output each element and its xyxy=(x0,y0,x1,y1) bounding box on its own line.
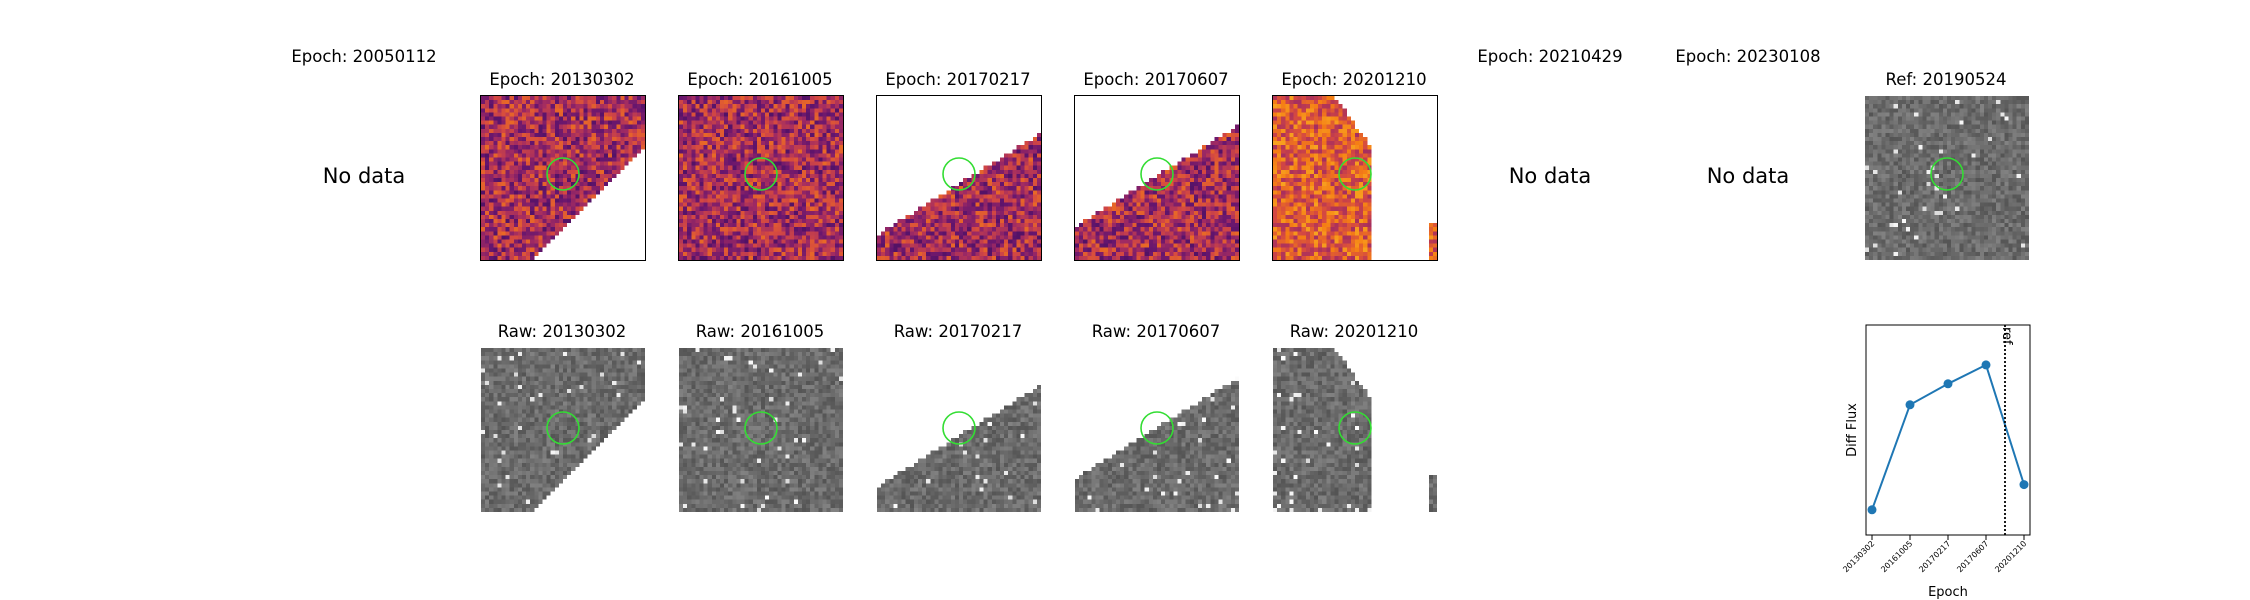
epoch-title-20161005: Epoch: 20161005 xyxy=(687,70,833,89)
target-circle-icon xyxy=(1338,157,1372,191)
epoch-title-20201210: Epoch: 20201210 xyxy=(1281,70,1427,89)
x-tick-label: 20130302 xyxy=(1841,539,1876,574)
epoch-title-20170607: Epoch: 20170607 xyxy=(1083,70,1229,89)
raw-image-pixels xyxy=(1075,348,1239,512)
diff-image-pixels xyxy=(679,96,843,260)
epoch-title-20210429: Epoch: 20210429 xyxy=(1477,47,1623,66)
x-axis-label: Epoch xyxy=(1928,585,1968,600)
diff-image-20161005 xyxy=(678,95,844,261)
diff-flux-lightcurve-chart: 20130302 20161005 20170217 20170607 20201210… xyxy=(1841,324,2031,600)
target-circle-icon xyxy=(1930,157,1964,191)
x-tick-label: 20170607 xyxy=(1955,539,1990,574)
raw-title-20161005: Raw: 20161005 xyxy=(695,322,825,341)
no-data-label-20050112: No data xyxy=(322,164,406,188)
diff-image-pixels xyxy=(877,96,1041,260)
raw-image-pixels xyxy=(1273,348,1437,512)
epoch-title-20130302: Epoch: 20130302 xyxy=(489,70,635,89)
raw-image-pixels xyxy=(679,348,843,512)
data-point xyxy=(1981,360,1991,370)
data-point xyxy=(1905,400,1915,410)
data-point xyxy=(1943,379,1953,389)
raw-title-20201210: Raw: 20201210 xyxy=(1289,322,1419,341)
raw-image-20170607 xyxy=(1075,348,1239,512)
target-circle-icon xyxy=(744,411,778,445)
no-data-label-20210429: No data xyxy=(1508,164,1592,188)
target-circle-icon xyxy=(1140,411,1174,445)
no-data-label-20230108: No data xyxy=(1706,164,1790,188)
x-tick-label: 20170217 xyxy=(1917,539,1952,574)
epoch-title-20230108: Epoch: 20230108 xyxy=(1675,47,1821,66)
diff-image-20170607 xyxy=(1074,95,1240,261)
raw-title-20170217: Raw: 20170217 xyxy=(893,322,1023,341)
raw-image-20130302 xyxy=(481,348,645,512)
diff-image-20170217 xyxy=(876,95,1042,261)
ref-line-label: ref xyxy=(1999,327,2014,345)
ref-title: Ref: 20190524 xyxy=(1885,70,2007,89)
x-tick-label: 20201210 xyxy=(1993,539,2028,574)
diff-image-20201210 xyxy=(1272,95,1438,261)
diff-image-pixels xyxy=(1075,96,1239,260)
lightcurve-marks: 20130302 20161005 20170217 20170607 20201210 xyxy=(1841,325,2029,574)
raw-image-20161005 xyxy=(679,348,843,512)
raw-image-pixels xyxy=(481,348,645,512)
epoch-title-20050112: Epoch: 20050112 xyxy=(291,47,437,66)
target-circle-icon xyxy=(942,411,976,445)
target-circle-icon xyxy=(1338,411,1372,445)
target-circle-icon xyxy=(546,411,580,445)
target-circle-icon xyxy=(1140,157,1174,191)
x-tick-label: 20161005 xyxy=(1879,539,1914,574)
target-circle-icon xyxy=(546,157,580,191)
raw-image-20201210 xyxy=(1273,348,1437,512)
data-point xyxy=(2019,480,2029,490)
raw-title-20170607: Raw: 20170607 xyxy=(1091,322,1221,341)
epoch-title-20170217: Epoch: 20170217 xyxy=(885,70,1031,89)
diff-image-pixels xyxy=(481,96,645,260)
target-circle-icon xyxy=(744,157,778,191)
data-point xyxy=(1867,505,1877,515)
ref-image-20190524 xyxy=(1865,96,2029,260)
ref-image-pixels xyxy=(1865,96,2029,260)
diff-image-20130302 xyxy=(480,95,646,261)
raw-title-20130302: Raw: 20130302 xyxy=(497,322,627,341)
y-axis-label: Diff Flux xyxy=(1845,403,1860,457)
raw-image-20170217 xyxy=(877,348,1041,512)
raw-image-pixels xyxy=(877,348,1041,512)
target-circle-icon xyxy=(942,157,976,191)
diff-image-pixels xyxy=(1273,96,1437,260)
